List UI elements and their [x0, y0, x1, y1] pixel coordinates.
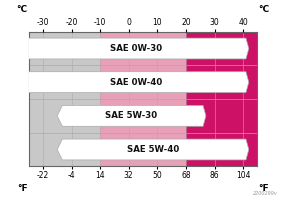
Bar	[29, 32, 100, 166]
Text: °C: °C	[259, 5, 270, 14]
Text: SAE 0W-40: SAE 0W-40	[110, 78, 162, 87]
Bar	[100, 32, 186, 166]
Text: 2200299v: 2200299v	[253, 191, 277, 196]
Text: °F: °F	[17, 184, 27, 193]
Polygon shape	[57, 105, 206, 126]
Polygon shape	[29, 72, 249, 93]
Text: °C: °C	[16, 5, 27, 14]
Text: °F: °F	[259, 184, 269, 193]
Polygon shape	[57, 139, 249, 160]
Bar	[186, 32, 257, 166]
Text: SAE 5W-40: SAE 5W-40	[127, 145, 179, 154]
Polygon shape	[29, 38, 249, 59]
Text: SAE 5W-30: SAE 5W-30	[105, 111, 157, 120]
Text: SAE 0W-30: SAE 0W-30	[110, 44, 162, 53]
